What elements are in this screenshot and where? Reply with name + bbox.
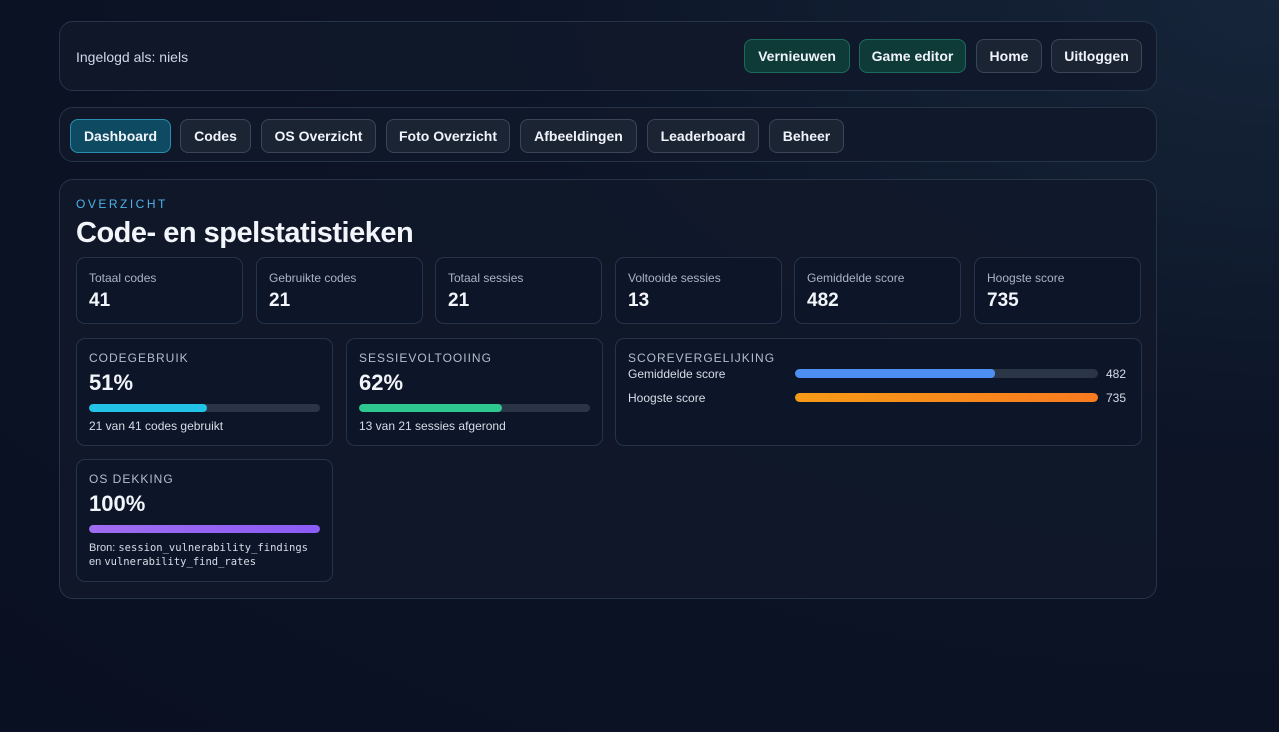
average-score-label: Gemiddelde score [628,367,726,381]
tab-beheer[interactable]: Beheer [769,119,844,153]
overview-panel: OVERZICHT Code- en spelstatistieken Tota… [59,179,1157,599]
stat-card-average-score: Gemiddelde score 482 [794,257,961,324]
highest-score-track [795,393,1098,402]
highest-score-label: Hoogste score [628,391,706,405]
highest-score-value: 735 [1106,391,1127,405]
stat-value: 13 [628,290,650,311]
session-completion-card: SESSIEVOLTOOIING 62% 13 van 21 sessies a… [346,338,603,446]
card-label: CODEGEBRUIK [89,351,189,365]
card-percentage: 100% [89,491,146,516]
refresh-button[interactable]: Vernieuwen [744,39,850,73]
average-score-track [795,369,1098,378]
tab-codes[interactable]: Codes [180,119,251,153]
stat-card-completed-sessions: Voltooide sessies 13 [615,257,782,324]
stat-value: 482 [807,290,839,311]
stat-label: Totaal sessies [448,271,524,285]
source-connector: en [89,556,102,568]
section-eyebrow: OVERZICHT [76,197,168,211]
logged-in-user-label: Ingelogd als: niels [76,49,189,65]
stat-value: 41 [89,290,111,311]
card-subtext: 13 van 21 sessies afgerond [359,419,506,433]
source-note: Bron: session_vulnerability_findings en … [89,541,308,569]
progress-fill [89,404,207,412]
tab-leaderboard[interactable]: Leaderboard [647,119,759,153]
source-table-find-rates: vulnerability_find_rates [104,556,257,568]
stat-label: Gemiddelde score [807,271,905,285]
page-title: Code- en spelstatistieken [76,217,414,249]
card-label: SESSIEVOLTOOIING [359,351,492,365]
game-editor-button[interactable]: Game editor [859,39,966,73]
stat-label: Hoogste score [987,271,1065,285]
stat-label: Totaal codes [89,271,157,285]
tab-foto-overzicht[interactable]: Foto Overzicht [386,119,510,153]
stat-value: 735 [987,290,1019,311]
source-prefix: Bron: [89,542,116,554]
tab-bar: Dashboard Codes OS Overzicht Foto Overzi… [59,107,1157,162]
stat-card-total-sessions: Totaal sessies 21 [435,257,602,324]
stat-card-used-codes: Gebruikte codes 21 [256,257,423,324]
source-table-findings: session_vulnerability_findings [118,542,309,554]
card-percentage: 51% [89,370,134,395]
os-coverage-card: OS DEKKING 100% Bron: session_vulnerabil… [76,459,333,582]
average-score-value: 482 [1106,367,1127,381]
top-bar: Ingelogd als: niels Vernieuwen Game edit… [59,21,1157,91]
home-button[interactable]: Home [976,39,1042,73]
tab-dashboard[interactable]: Dashboard [70,119,171,153]
stat-label: Gebruikte codes [269,271,357,285]
tab-os-overzicht[interactable]: OS Overzicht [261,119,376,153]
progress-fill [359,404,503,412]
card-percentage: 62% [359,370,404,395]
highest-score-fill [795,393,1098,402]
card-subtext: 21 van 41 codes gebruikt [89,419,224,433]
tab-afbeeldingen[interactable]: Afbeeldingen [520,119,637,153]
card-label: OS DEKKING [89,472,174,486]
score-comparison-card: SCOREVERGELIJKING Gemiddelde score 482 H… [615,338,1142,446]
logout-button[interactable]: Uitloggen [1051,39,1142,73]
code-usage-card: CODEGEBRUIK 51% 21 van 41 codes gebruikt [76,338,333,446]
progress-fill [89,525,320,533]
progress-track [89,404,320,412]
stat-value: 21 [448,290,470,311]
stat-value: 21 [269,290,291,311]
stat-label: Voltooide sessies [628,271,721,285]
card-label: SCOREVERGELIJKING [628,351,776,365]
average-score-fill [795,369,995,378]
progress-track [89,525,320,533]
progress-track [359,404,590,412]
stat-card-total-codes: Totaal codes 41 [76,257,243,324]
stat-card-highest-score: Hoogste score 735 [974,257,1141,324]
